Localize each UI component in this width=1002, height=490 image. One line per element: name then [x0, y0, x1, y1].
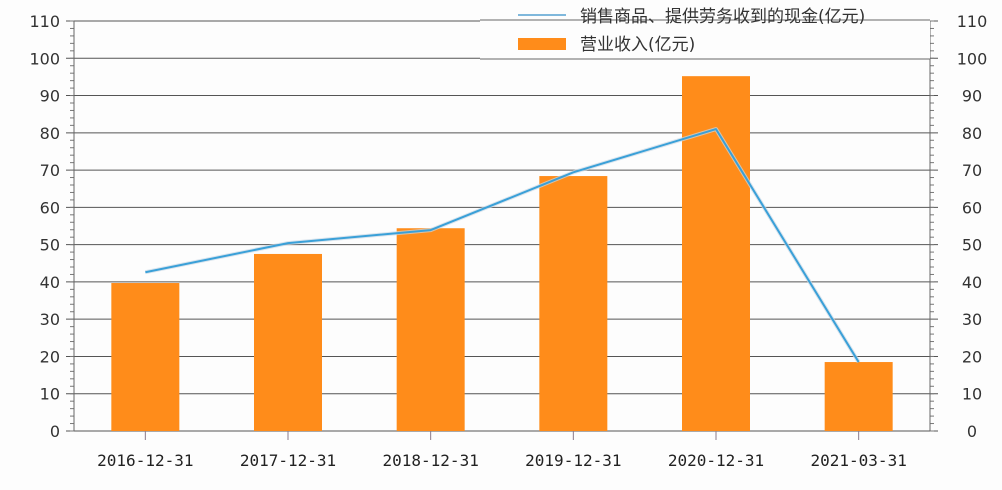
- line-path: [145, 128, 860, 363]
- legend-line-label: 销售商品、提供劳务收到的现金(亿元): [580, 7, 865, 27]
- y2-tick-label: 100: [957, 49, 988, 68]
- y2-tick-label: 50: [962, 236, 982, 255]
- y2-tick-label: 110: [957, 12, 988, 31]
- y-tick-label: 90: [40, 87, 60, 106]
- y2-tick-label: 40: [962, 273, 982, 292]
- y2-tick-label: 0: [967, 422, 977, 441]
- x-tick-label: 2018-12-31: [383, 451, 479, 470]
- x-tick-label: 2019-12-31: [525, 451, 621, 470]
- y-tick-label: 10: [40, 385, 60, 404]
- y-tick-label: 20: [40, 347, 60, 366]
- bar: [539, 176, 608, 431]
- line-series-cash-received: [144, 127, 861, 364]
- bar: [254, 253, 322, 431]
- x-tick-label: 2020-12-31: [668, 451, 764, 470]
- y2-tick-label: 10: [962, 385, 982, 404]
- x-tick-label: 2017-12-31: [240, 451, 336, 470]
- legend-bar-swatch: [518, 38, 566, 50]
- x-tick-label: 2016-12-31: [97, 451, 193, 470]
- y-tick-label: 30: [40, 310, 60, 329]
- y-tick-label: 110: [29, 12, 60, 31]
- y-tick-label: 80: [40, 124, 60, 143]
- y2-tick-label: 60: [962, 198, 982, 217]
- bar: [111, 283, 180, 431]
- y2-tick-label: 30: [962, 310, 982, 329]
- gridlines: [66, 20, 938, 432]
- axes: [70, 20, 934, 440]
- bar-series-revenue: [111, 76, 893, 431]
- y-axis-right-labels: 0 10 20 30 40 50 60 70 80 90 100 110: [957, 12, 988, 441]
- y-tick-label: 60: [40, 198, 60, 217]
- x-axis-labels: 2016-12-31 2017-12-31 2018-12-31 2019-12-31…: [97, 451, 907, 470]
- bar: [824, 362, 893, 431]
- y-tick-label: 40: [40, 273, 60, 292]
- y-tick-label: 0: [50, 422, 60, 441]
- y2-tick-label: 80: [962, 124, 982, 143]
- legend: 销售商品、提供劳务收到的现金(亿元) 营业收入(亿元): [480, 0, 930, 60]
- y-axis-left-labels: 0 10 20 30 40 50 60 70 80 90 100 110: [29, 12, 60, 441]
- y-tick-label: 70: [40, 161, 60, 180]
- y2-tick-label: 20: [962, 347, 982, 366]
- y2-tick-label: 90: [962, 87, 982, 106]
- legend-bar-label: 营业收入(亿元): [580, 35, 695, 55]
- bar: [396, 228, 465, 431]
- y-tick-label: 100: [29, 49, 60, 68]
- x-tick-label: 2021-03-31: [811, 451, 907, 470]
- y2-tick-label: 70: [962, 161, 982, 180]
- y-tick-label: 50: [40, 236, 60, 255]
